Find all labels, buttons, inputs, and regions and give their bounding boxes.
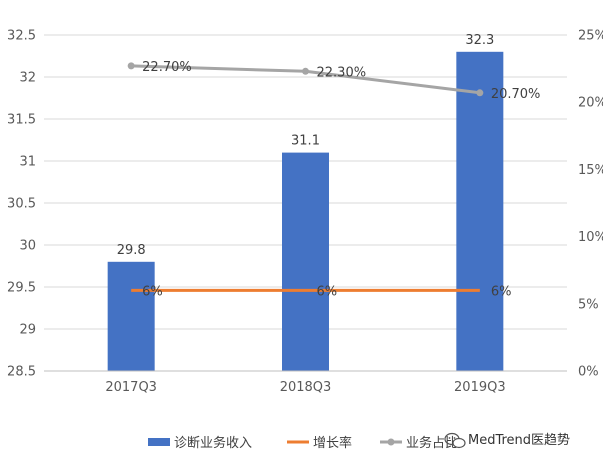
right-tick-label: 25%	[578, 29, 603, 44]
line-value-label: 22.70%	[142, 60, 192, 75]
bar	[107, 261, 155, 371]
left-tick-label: 30	[19, 239, 36, 254]
right-tick-label: 0%	[578, 365, 599, 380]
left-tick-label: 31.5	[7, 113, 36, 128]
right-tick-label: 5%	[578, 297, 599, 312]
left-tick-label: 31	[19, 155, 36, 170]
line-value-label: 20.70%	[491, 87, 541, 102]
series-point	[476, 89, 484, 97]
data-labels: 29.8 31.1 32.3 6% 6% 6% 22.70% 22.30% 20.70%	[117, 33, 541, 300]
x-tick-label: 2019Q3	[454, 380, 506, 395]
watermark-text: MedTrend医趋势	[468, 432, 570, 448]
bar-value-label: 31.1	[291, 134, 320, 149]
left-tick-label: 32.5	[7, 29, 36, 44]
legend-label: 诊断业务收入	[174, 435, 252, 451]
bar	[456, 51, 504, 372]
series-point	[127, 62, 135, 70]
right-axis: 0% 5% 10% 15% 20% 25%	[578, 29, 603, 380]
right-tick-label: 15%	[578, 163, 603, 178]
wechat-icon	[444, 432, 466, 449]
bar-value-label: 32.3	[465, 33, 494, 48]
left-tick-label: 32	[19, 71, 36, 86]
watermark: MedTrend医趋势	[444, 432, 570, 449]
bar-series	[107, 51, 504, 372]
left-tick-label: 29.5	[7, 281, 36, 296]
line-value-label: 22.30%	[317, 65, 367, 80]
legend-marker	[387, 438, 395, 446]
left-tick-label: 30.5	[7, 197, 36, 212]
series-point	[302, 67, 309, 75]
line-value-label: 6%	[317, 284, 338, 299]
line-value-label: 6%	[491, 284, 512, 299]
right-tick-label: 10%	[578, 230, 603, 245]
legend-swatch	[148, 438, 170, 446]
x-axis: 2017Q3 2018Q3 2019Q3	[44, 370, 567, 395]
line-series	[127, 62, 484, 292]
x-tick-label: 2017Q3	[105, 380, 157, 395]
legend: 诊断业务收入 增长率 业务占比	[148, 435, 458, 451]
bar-value-label: 29.8	[117, 243, 146, 258]
right-tick-label: 20%	[578, 96, 603, 111]
line-value-label: 6%	[142, 284, 163, 299]
x-tick-label: 2018Q3	[280, 380, 332, 395]
legend-label: 业务占比	[406, 435, 458, 451]
left-tick-label: 29	[19, 323, 36, 338]
legend-label: 增长率	[313, 435, 352, 451]
left-axis: 28.5 29 29.5 30 30.5 31 31.5 32 32.5	[7, 29, 36, 380]
bar	[282, 152, 329, 371]
left-tick-label: 28.5	[7, 365, 36, 380]
